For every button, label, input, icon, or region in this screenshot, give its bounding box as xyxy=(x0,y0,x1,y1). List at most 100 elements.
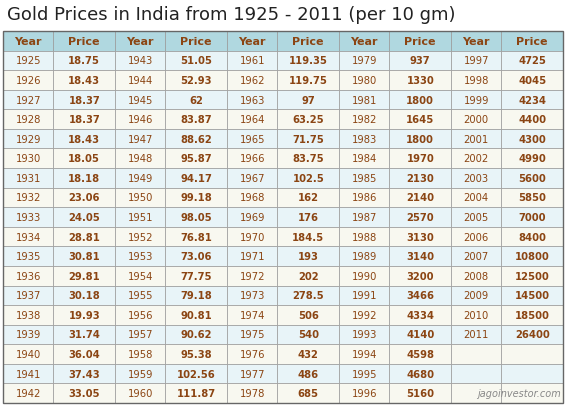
Bar xyxy=(501,286,563,305)
Bar xyxy=(389,344,451,364)
Text: 4598: 4598 xyxy=(406,349,434,359)
Text: 18.75: 18.75 xyxy=(68,56,100,66)
Bar xyxy=(277,149,339,168)
Text: 79.18: 79.18 xyxy=(181,291,212,301)
Bar xyxy=(389,168,451,188)
Text: 2007: 2007 xyxy=(464,252,489,262)
Text: 51.05: 51.05 xyxy=(180,56,212,66)
Text: 5850: 5850 xyxy=(518,193,546,203)
Text: 1961: 1961 xyxy=(239,56,265,66)
Bar xyxy=(451,247,501,266)
Text: 4300: 4300 xyxy=(518,134,546,144)
Text: 1985: 1985 xyxy=(351,173,377,183)
Bar xyxy=(389,110,451,130)
Text: 83.75: 83.75 xyxy=(293,154,324,164)
Bar xyxy=(165,149,227,168)
Bar xyxy=(339,344,389,364)
Text: 24.05: 24.05 xyxy=(68,213,100,222)
Text: 1980: 1980 xyxy=(351,76,377,86)
Text: 1933: 1933 xyxy=(16,213,41,222)
Bar xyxy=(501,51,563,71)
Text: 1975: 1975 xyxy=(239,330,265,340)
Bar xyxy=(115,90,165,110)
Bar xyxy=(3,110,53,130)
Text: 62: 62 xyxy=(189,95,203,105)
Text: 1987: 1987 xyxy=(351,213,377,222)
Bar xyxy=(3,384,53,403)
Bar xyxy=(277,168,339,188)
Bar xyxy=(53,266,115,286)
Text: 4045: 4045 xyxy=(518,76,546,86)
Text: 184.5: 184.5 xyxy=(292,232,324,242)
Bar xyxy=(53,168,115,188)
Bar xyxy=(501,364,563,384)
Bar xyxy=(165,32,227,51)
Text: 26400: 26400 xyxy=(515,330,550,340)
Text: 2011: 2011 xyxy=(464,330,489,340)
Bar xyxy=(339,266,389,286)
Text: 1969: 1969 xyxy=(239,213,265,222)
Bar xyxy=(339,364,389,384)
Bar xyxy=(501,130,563,149)
Bar xyxy=(53,130,115,149)
Bar xyxy=(165,364,227,384)
Text: 1927: 1927 xyxy=(15,95,41,105)
Text: 1952: 1952 xyxy=(127,232,153,242)
Text: 31.74: 31.74 xyxy=(68,330,100,340)
Text: 19.93: 19.93 xyxy=(68,310,100,320)
Text: 1973: 1973 xyxy=(239,291,265,301)
Bar xyxy=(115,305,165,325)
Bar xyxy=(115,227,165,247)
Bar xyxy=(451,32,501,51)
Text: 1983: 1983 xyxy=(351,134,377,144)
Text: 18.05: 18.05 xyxy=(68,154,100,164)
Bar xyxy=(451,71,501,90)
Text: 1990: 1990 xyxy=(351,271,377,281)
Bar xyxy=(3,149,53,168)
Bar xyxy=(115,188,165,208)
Text: 1936: 1936 xyxy=(15,271,41,281)
Text: Price: Price xyxy=(516,37,548,47)
Bar xyxy=(501,227,563,247)
Bar xyxy=(3,168,53,188)
Text: 4140: 4140 xyxy=(406,330,434,340)
Bar xyxy=(115,384,165,403)
Text: Year: Year xyxy=(350,37,378,47)
Bar xyxy=(389,130,451,149)
Bar xyxy=(53,32,115,51)
Bar xyxy=(115,71,165,90)
Text: 1991: 1991 xyxy=(351,291,377,301)
Text: 1960: 1960 xyxy=(127,388,153,398)
Text: 1800: 1800 xyxy=(406,134,434,144)
Text: 95.38: 95.38 xyxy=(181,349,212,359)
Text: 2009: 2009 xyxy=(464,291,489,301)
Text: Year: Year xyxy=(238,37,266,47)
Text: 1929: 1929 xyxy=(15,134,41,144)
Text: Price: Price xyxy=(405,37,436,47)
Text: 36.04: 36.04 xyxy=(68,349,100,359)
Text: 29.81: 29.81 xyxy=(68,271,100,281)
Text: 1935: 1935 xyxy=(15,252,41,262)
Bar xyxy=(165,188,227,208)
Text: 1937: 1937 xyxy=(15,291,41,301)
Bar xyxy=(53,325,115,344)
Bar xyxy=(501,325,563,344)
Bar xyxy=(389,208,451,227)
Bar xyxy=(277,384,339,403)
Text: 63.25: 63.25 xyxy=(293,115,324,125)
Text: 1947: 1947 xyxy=(127,134,153,144)
Text: 4400: 4400 xyxy=(518,115,546,125)
Text: 18.18: 18.18 xyxy=(68,173,100,183)
Text: 1962: 1962 xyxy=(239,76,265,86)
Bar xyxy=(389,384,451,403)
Text: 88.62: 88.62 xyxy=(181,134,212,144)
Bar xyxy=(277,90,339,110)
Text: 3200: 3200 xyxy=(406,271,434,281)
Bar xyxy=(3,227,53,247)
Bar xyxy=(227,168,277,188)
Text: 2130: 2130 xyxy=(406,173,434,183)
Text: 1966: 1966 xyxy=(239,154,265,164)
Bar xyxy=(227,286,277,305)
Text: 1974: 1974 xyxy=(239,310,265,320)
Bar xyxy=(165,384,227,403)
